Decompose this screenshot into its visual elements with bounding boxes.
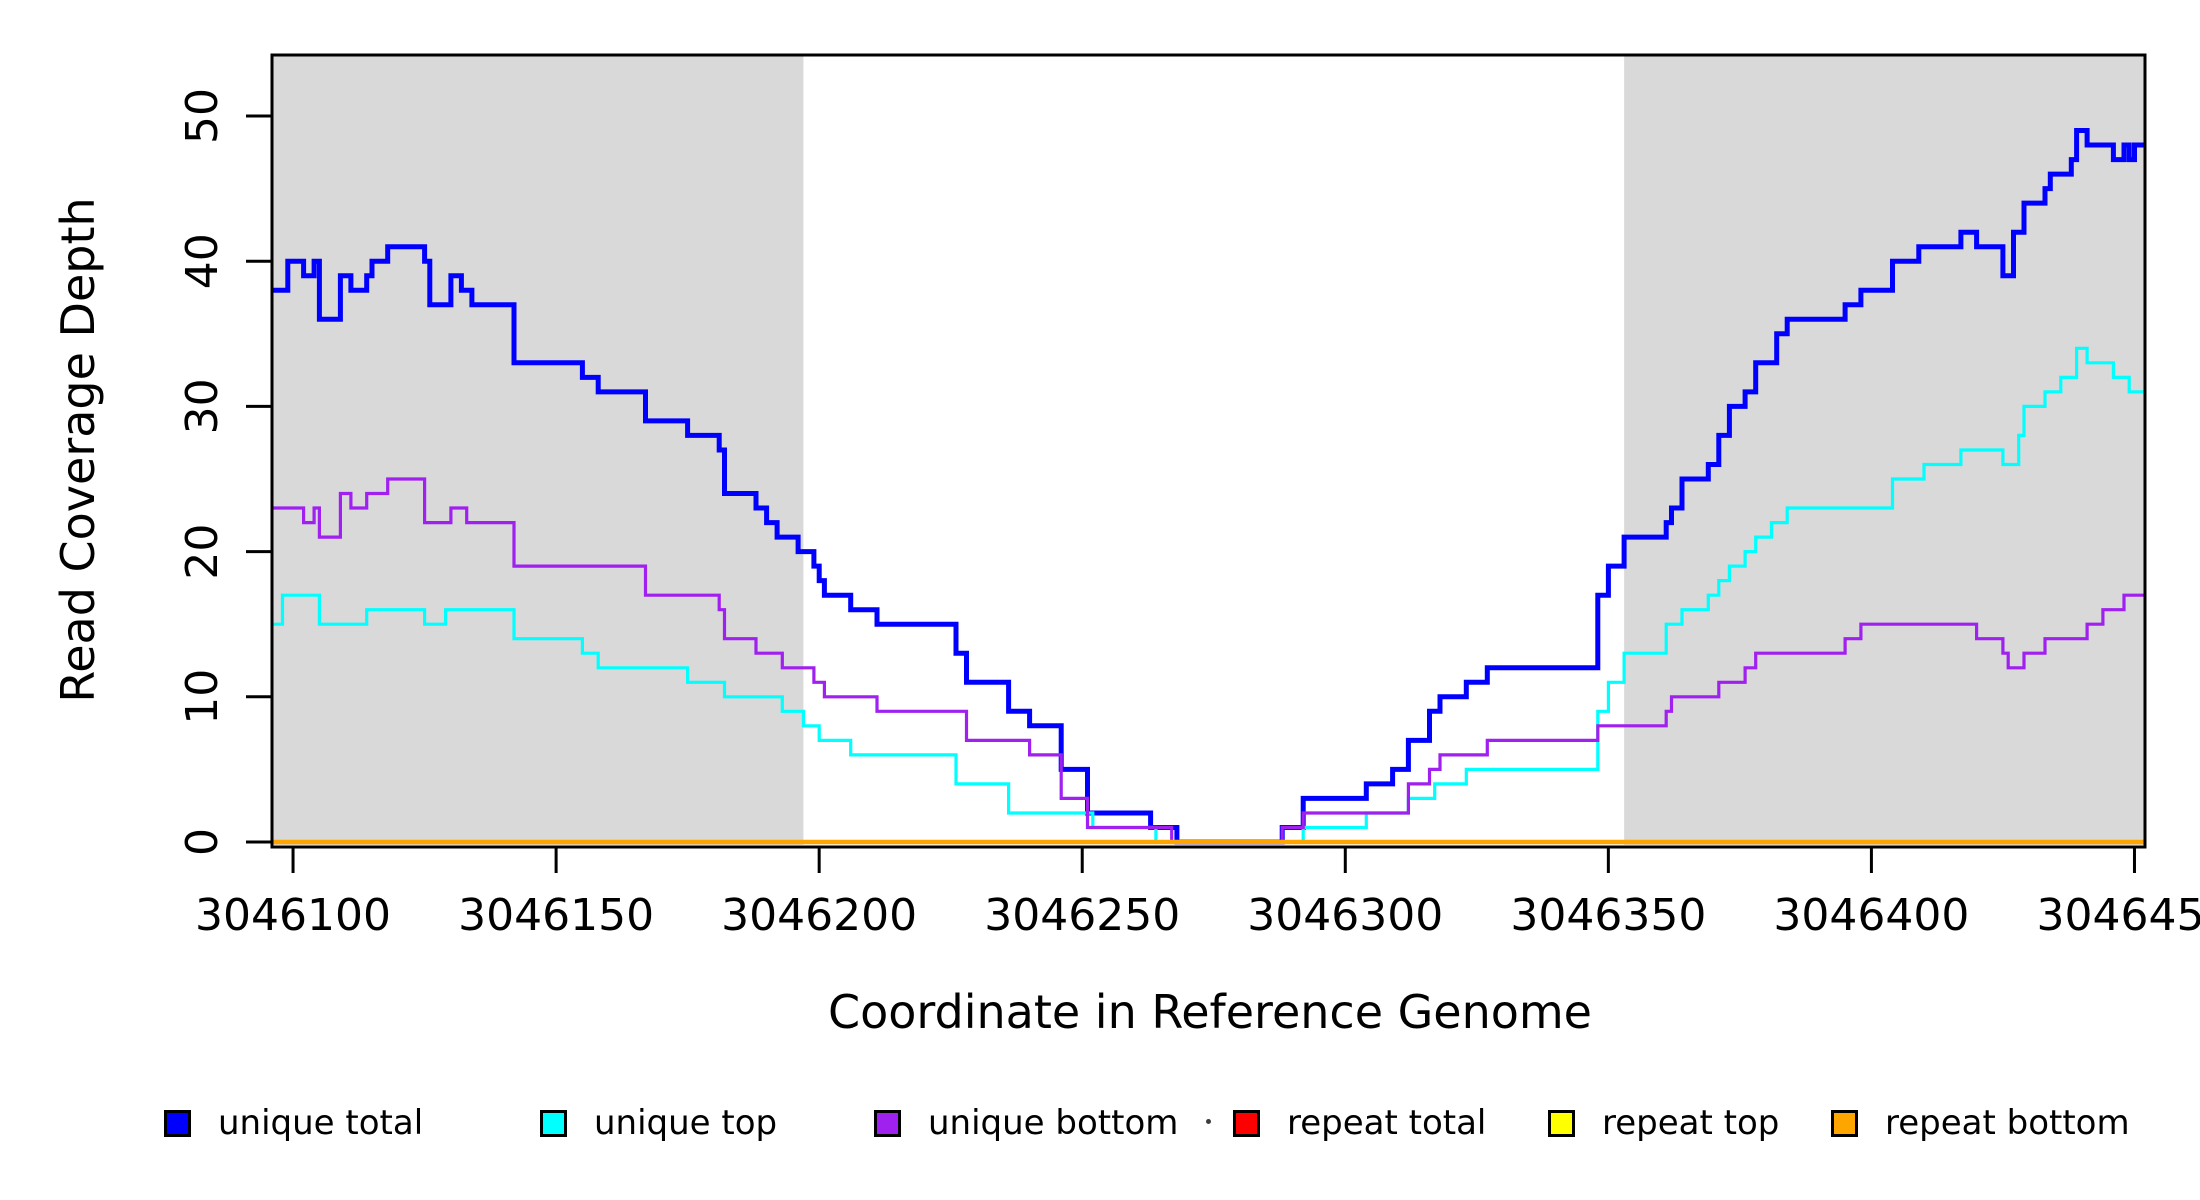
legend-item-unique-top: unique top [540,1103,777,1143]
unique-total-swatch-icon [164,1109,191,1137]
y-tick-label: 30 [177,378,228,434]
stray-dot [1206,1119,1211,1124]
x-tick-label: 3046300 [1247,890,1443,941]
repeat-bottom-swatch-icon [1831,1109,1858,1137]
legend-item-repeat-total: repeat total [1233,1103,1486,1143]
legend-label: unique top [594,1103,778,1143]
x-tick-label: 3046250 [984,890,1180,941]
unique-top-swatch-icon [540,1109,567,1137]
unique-bottom-swatch-icon [874,1109,901,1137]
plot-border [270,53,2147,849]
y-tick-label: 0 [177,828,228,856]
legend-label: repeat total [1287,1103,1487,1143]
y-tick-label: 50 [177,88,228,144]
legend-item-repeat-bottom: repeat bottom [1831,1103,2130,1143]
shaded-region [272,55,804,845]
y-tick-label: 10 [177,669,228,725]
x-axis-title: Coordinate in Reference Genome [828,985,1592,1039]
legend-label: unique total [218,1103,424,1143]
shaded-region [1624,55,2145,845]
y-tick-label: 20 [177,524,228,580]
x-tick-label: 3046400 [1773,890,1969,941]
legend-label: repeat bottom [1885,1103,2130,1143]
repeat-total-swatch-icon [1233,1109,1260,1137]
legend-label: repeat top [1602,1103,1780,1143]
x-tick-label: 3046200 [721,890,917,941]
legend-item-repeat-top: repeat top [1548,1103,1779,1143]
series-unique-bottom [272,477,2145,844]
legend: unique total unique top unique bottom re… [0,0,2200,1143]
x-tick-label: 3046150 [458,890,654,941]
x-tick-label: 3046100 [195,890,391,941]
y-axis-title: Read Coverage Depth [51,197,105,703]
repeat-top-swatch-icon [1548,1109,1575,1137]
y-tick-label: 40 [177,233,228,289]
x-tick-label: 3046350 [1510,890,1706,941]
legend-item-unique-total: unique total [164,1103,423,1143]
legend-item-unique-bottom: unique bottom [874,1103,1178,1143]
legend-label: unique bottom [928,1103,1179,1143]
